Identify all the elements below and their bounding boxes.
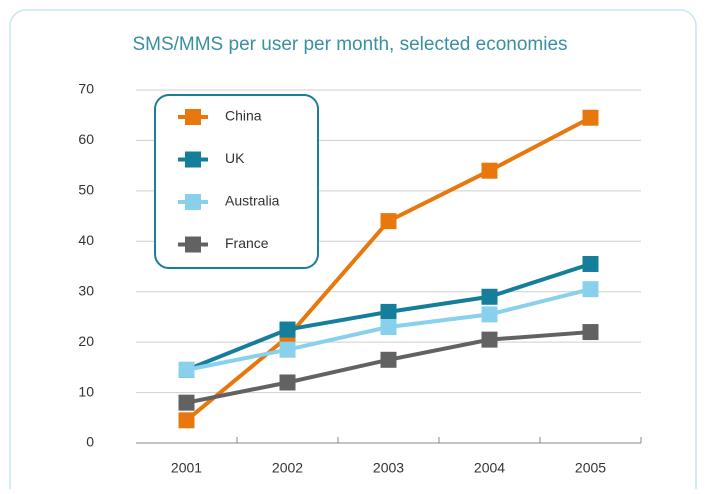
legend-label: UK [225,150,245,166]
marker [582,255,599,272]
marker [380,213,397,230]
marker [178,412,195,429]
legend-label: China [225,108,262,124]
marker [380,351,397,368]
legend-marker [185,151,201,168]
marker [582,109,599,126]
y-tick-label: 0 [86,434,94,450]
panel [9,9,697,494]
marker [279,321,296,338]
x-tick-label: 2004 [474,460,505,476]
marker [279,341,296,358]
marker [178,394,195,411]
marker [279,374,296,391]
marker [481,331,498,348]
y-tick-label: 10 [78,383,94,399]
chart-title: SMS/MMS per user per month, selected eco… [132,34,567,55]
legend-marker [185,236,201,253]
legend-marker [185,109,201,125]
legend-box [154,94,319,269]
marker [481,162,498,179]
legend-label: Australia [225,193,280,209]
x-tick-label: 2003 [373,460,404,476]
marker [380,303,397,320]
x-tick-label: 2001 [171,460,202,476]
legend-label: France [225,235,269,251]
y-tick-label: 60 [78,131,94,147]
marker [380,319,397,336]
marker [178,361,195,378]
x-tick-label: 2002 [272,460,303,476]
y-tick-label: 30 [78,282,94,298]
marker [582,281,599,298]
marker [481,306,498,323]
y-tick-label: 50 [78,182,94,198]
x-tick-label: 2005 [575,460,606,476]
legend-marker [185,194,201,210]
marker [582,324,599,341]
marker [481,288,498,305]
y-tick-label: 70 [78,81,94,97]
y-tick-label: 20 [78,333,94,349]
y-tick-label: 40 [78,232,94,248]
